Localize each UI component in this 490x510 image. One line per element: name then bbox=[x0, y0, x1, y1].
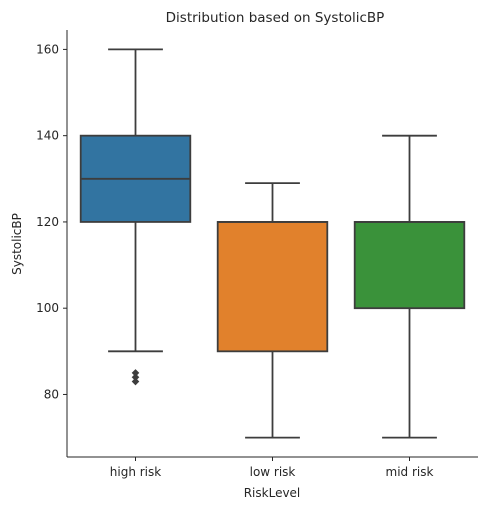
y-axis-label: SystolicBP bbox=[10, 213, 24, 275]
outlier-point bbox=[131, 369, 140, 377]
x-tick-label: low risk bbox=[250, 465, 296, 479]
y-tick-label: 120 bbox=[36, 215, 59, 229]
y-tick-label: 140 bbox=[36, 129, 59, 143]
x-ticks: high risk low risk mid risk bbox=[110, 457, 434, 479]
x-tick-label: high risk bbox=[110, 465, 161, 479]
y-tick-label: 80 bbox=[44, 387, 59, 401]
y-ticks: 80 100 120 140 160 bbox=[36, 42, 67, 401]
y-tick-label: 160 bbox=[36, 42, 59, 56]
plot-area bbox=[79, 48, 466, 439]
x-tick-label: mid risk bbox=[386, 465, 434, 479]
x-axis-label: RiskLevel bbox=[244, 486, 301, 500]
box-group-high-risk bbox=[79, 48, 192, 386]
box-group-low-risk bbox=[216, 182, 329, 439]
outlier-point bbox=[131, 377, 140, 386]
outlier-point bbox=[131, 373, 140, 382]
chart-title: Distribution based on SystolicBP bbox=[166, 10, 385, 26]
box-iqr bbox=[216, 221, 329, 353]
box-iqr bbox=[353, 221, 466, 310]
y-tick-label: 100 bbox=[36, 301, 59, 315]
box-group-mid-risk bbox=[353, 134, 466, 439]
